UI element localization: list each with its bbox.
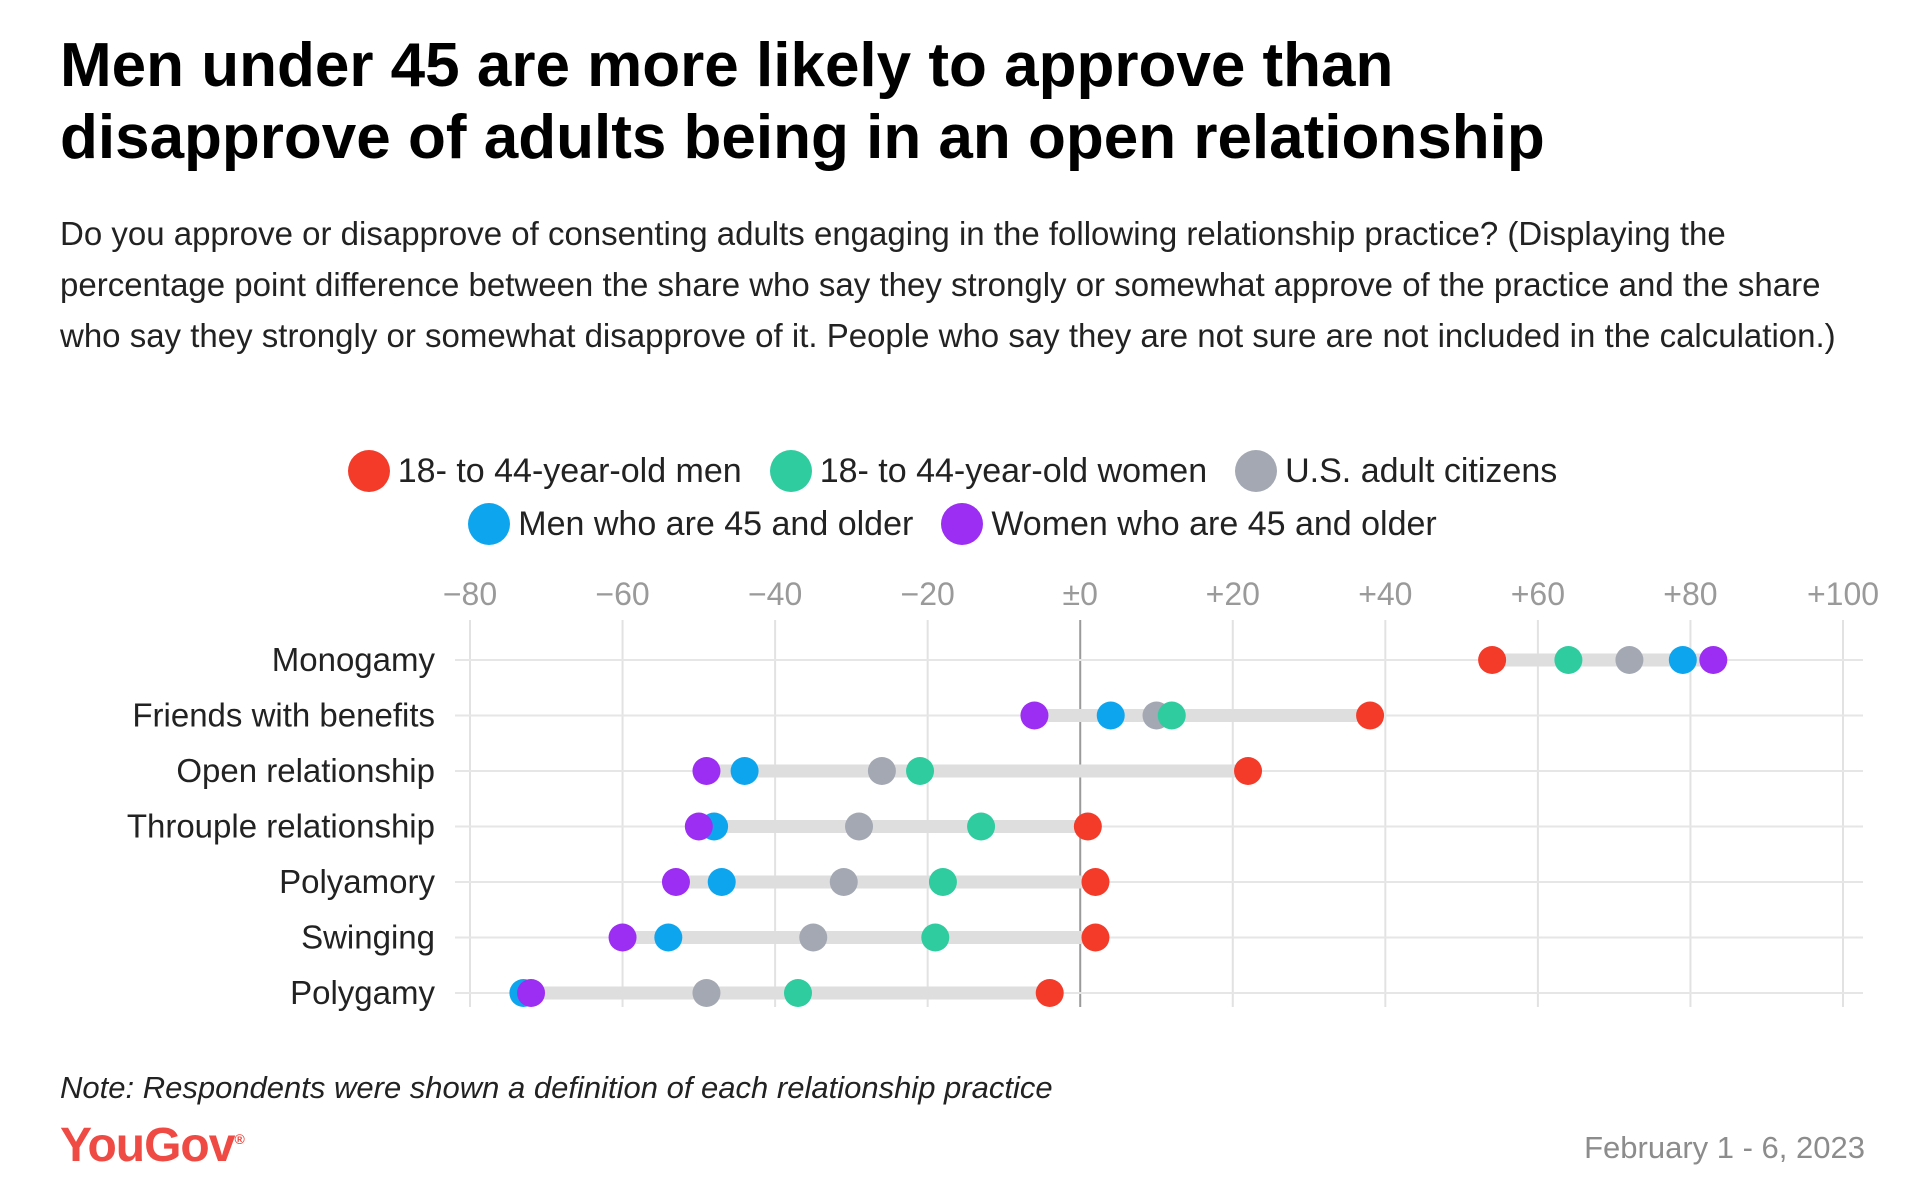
data-point	[692, 757, 721, 785]
legend-label-us-adults: U.S. adult citizens	[1285, 451, 1558, 490]
category-label: Friends with benefits	[132, 697, 435, 734]
legend-label-men-18-44: 18- to 44-year-old men	[397, 451, 742, 490]
category-label: Open relationship	[176, 752, 435, 789]
fieldwork-date: February 1 - 6, 2023	[1584, 1130, 1865, 1165]
data-point	[661, 868, 690, 896]
category-label: Throuple relationship	[127, 808, 435, 845]
data-point	[608, 923, 637, 952]
x-tick-label: −80	[443, 576, 497, 612]
data-point	[829, 868, 858, 896]
data-point	[799, 923, 828, 952]
category-label: Polygamy	[290, 974, 435, 1011]
legend-item-us-adults: U.S. adult citizens	[1235, 450, 1557, 492]
legend-label-women-45-plus: Women who are 45 and older	[991, 504, 1437, 543]
x-tick-label: +60	[1511, 576, 1565, 612]
data-point	[1699, 646, 1728, 674]
data-point	[1234, 757, 1263, 785]
yougov-wordmark: YouGov	[60, 1119, 235, 1172]
data-point	[921, 923, 950, 952]
category-label: Swinging	[301, 919, 435, 956]
data-point	[928, 868, 957, 896]
legend-label-women-18-44: 18- to 44-year-old women	[819, 451, 1208, 490]
data-point	[1356, 701, 1385, 730]
x-tick-label: +40	[1358, 576, 1412, 612]
x-tick-label: +80	[1663, 576, 1717, 612]
dot-plot-chart: −80 −60 −40 −20 ±0 +20 +40 +60 +80 +100 Monogamy Fr…	[127, 576, 1879, 1011]
data-point	[1554, 646, 1583, 674]
chart-title: Men under 45 are more likely to approve …	[60, 30, 1860, 174]
data-point	[1157, 701, 1186, 730]
data-point	[692, 979, 721, 1007]
data-point	[517, 979, 546, 1007]
yougov-logo: YouGov®	[60, 1118, 245, 1173]
registered-mark: ®	[234, 1131, 244, 1147]
legend-dot-women-45-plus	[941, 503, 984, 545]
footnote: Note: Respondents were shown a definitio…	[60, 1070, 1053, 1105]
data-point	[1096, 701, 1125, 730]
legend-dot-men-18-44	[347, 450, 390, 492]
data-point	[1035, 979, 1064, 1007]
data-point	[867, 757, 896, 785]
chart-title-line-1: Men under 45 are more likely to approve …	[60, 31, 1394, 100]
category-label: Polyamory	[279, 863, 435, 900]
data-point	[654, 923, 683, 952]
data-point	[783, 979, 812, 1007]
legend-label-men-45-plus: Men who are 45 and older	[518, 504, 914, 543]
x-tick-label: +100	[1807, 576, 1879, 612]
legend-dot-men-45-plus	[468, 503, 511, 545]
data-point	[1478, 646, 1507, 674]
legend-row-2: Men who are 45 and older Women who are 4…	[0, 503, 1905, 545]
x-tick-label: −20	[901, 576, 955, 612]
legend-item-men-45-plus: Men who are 45 and older	[468, 503, 913, 545]
data-point	[1081, 868, 1110, 896]
x-tick-label: ±0	[1063, 576, 1098, 612]
chart-subtitle: Do you approve or disapprove of consenti…	[60, 215, 1836, 354]
data-point	[906, 757, 935, 785]
data-point	[730, 757, 759, 785]
legend-row-1: 18- to 44-year-old men 18- to 44-year-ol…	[0, 450, 1905, 492]
data-point	[967, 812, 996, 841]
legend-item-women-18-44: 18- to 44-year-old women	[769, 450, 1208, 492]
legend-item-men-18-44: 18- to 44-year-old men	[347, 450, 742, 492]
x-tick-label: −60	[595, 576, 649, 612]
data-point	[1615, 646, 1644, 674]
category-label: Monogamy	[272, 641, 436, 678]
chart-title-line-2: disapprove of adults being in an open re…	[60, 103, 1545, 172]
data-point	[684, 812, 713, 841]
data-point	[1668, 646, 1697, 674]
data-point	[845, 812, 874, 841]
data-point	[707, 868, 736, 896]
legend-dot-us-adults	[1235, 450, 1278, 492]
data-point	[1020, 701, 1049, 730]
data-point	[1081, 923, 1110, 952]
legend-item-women-45-plus: Women who are 45 and older	[941, 503, 1437, 545]
x-tick-label: +20	[1206, 576, 1260, 612]
legend-dot-women-18-44	[769, 450, 812, 492]
x-tick-label: −40	[748, 576, 802, 612]
data-point	[1073, 812, 1102, 841]
